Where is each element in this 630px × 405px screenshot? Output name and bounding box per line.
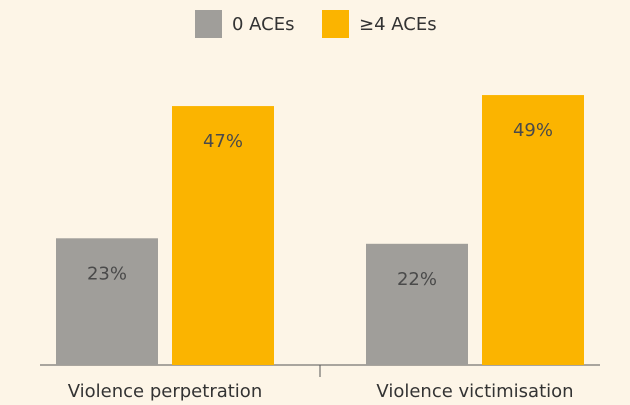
bar <box>482 95 584 366</box>
x-tick-label: Violence perpetration <box>68 381 262 402</box>
value-label: 47% <box>203 131 243 152</box>
bar <box>366 243 468 365</box>
legend-swatch <box>322 10 349 38</box>
value-label: 49% <box>513 120 553 141</box>
legend-swatch <box>195 10 222 38</box>
value-label: 23% <box>87 263 127 284</box>
legend-label: ≥4 ACEs <box>359 14 437 35</box>
x-tick-label: Violence victimisation <box>376 381 573 402</box>
bar <box>56 238 158 365</box>
legend-label: 0 ACEs <box>232 14 295 35</box>
value-label: 22% <box>397 269 437 290</box>
bar <box>172 106 274 365</box>
